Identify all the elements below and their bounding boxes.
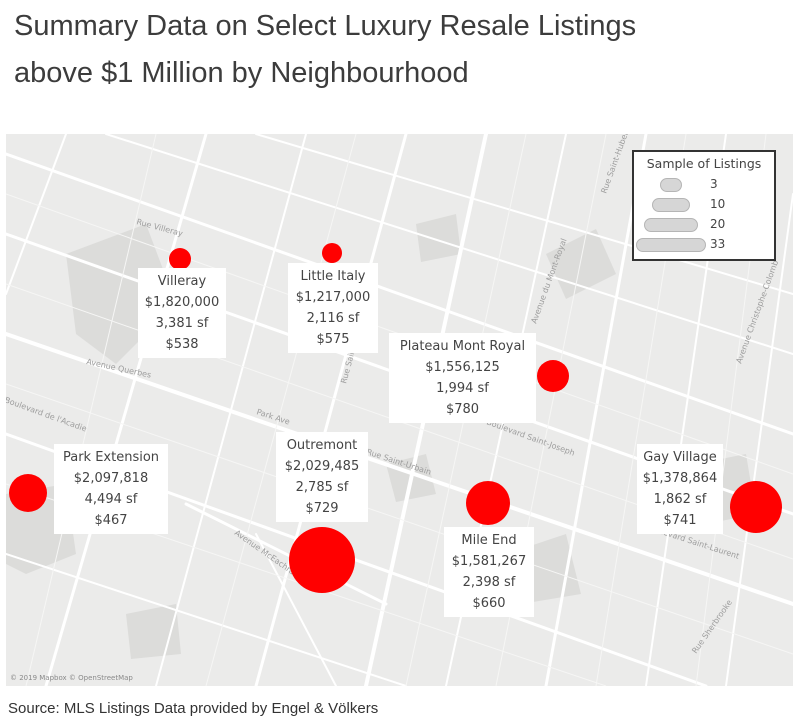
- marker-gay-village[interactable]: [730, 481, 782, 533]
- marker-plateau-mont-royal[interactable]: [537, 360, 569, 392]
- neighbourhood-name: Park Extension: [62, 450, 160, 465]
- neighbourhood-name: Plateau Mont Royal: [399, 339, 526, 354]
- median-area: 1,862 sf: [653, 492, 707, 507]
- label-gay-village[interactable]: Gay Village $1,378,864 1,862 sf $741: [637, 444, 723, 534]
- title-line-2: above $1 Million by Neighbourhood: [14, 57, 469, 89]
- legend-value: 20: [710, 217, 726, 231]
- legend: Sample of Listings 3 10 20 33: [632, 150, 776, 261]
- price-per-sf: $575: [316, 332, 350, 347]
- map[interactable]: Avenue Querbes Boulevard de l'Acadie Par…: [6, 134, 793, 686]
- median-price: $1,217,000: [295, 290, 371, 305]
- listing-markers: [9, 243, 782, 593]
- price-per-sf: $741: [663, 513, 697, 528]
- size-swatch: [652, 198, 690, 212]
- label-little-italy[interactable]: Little Italy $1,217,000 2,116 sf $575: [288, 263, 378, 353]
- marker-outremont[interactable]: [289, 527, 355, 593]
- legend-row: 10: [634, 196, 774, 214]
- legend-value: 33: [710, 237, 726, 251]
- street-label: Rue Sherbrooke: [690, 598, 734, 655]
- median-area: 1,994 sf: [436, 381, 489, 396]
- label-outremont[interactable]: Outremont $2,029,485 2,785 sf $729: [276, 432, 368, 522]
- median-price: $1,556,125: [425, 360, 500, 375]
- source-note: Source: MLS Listings Data provided by En…: [8, 700, 379, 717]
- legend-row: 33: [634, 236, 774, 254]
- median-price: $2,029,485: [284, 459, 360, 474]
- neighbourhood-name: Gay Village: [643, 450, 717, 465]
- neighbourhood-name: Little Italy: [300, 269, 366, 284]
- price-per-sf: $467: [94, 513, 128, 528]
- median-price: $1,581,267: [451, 554, 527, 569]
- neighbourhood-name: Mile End: [461, 533, 517, 548]
- street-label: Avenue Christophe-Colomb: [734, 259, 780, 365]
- marker-mile-end[interactable]: [466, 481, 510, 525]
- size-swatch: [660, 178, 682, 192]
- median-price: $1,820,000: [144, 295, 220, 310]
- median-area: 2,116 sf: [306, 311, 360, 326]
- label-plateau-mont-royal[interactable]: Plateau Mont Royal $1,556,125 1,994 sf $…: [389, 333, 536, 423]
- marker-park-extension[interactable]: [9, 474, 47, 512]
- legend-row: 3: [634, 176, 774, 194]
- legend-value: 3: [710, 177, 718, 191]
- median-area: 2,785 sf: [295, 480, 349, 495]
- legend-row: 20: [634, 216, 774, 234]
- size-swatch: [644, 218, 698, 232]
- price-per-sf: $538: [165, 337, 199, 352]
- legend-value: 10: [710, 197, 726, 211]
- marker-villeray[interactable]: [169, 248, 191, 270]
- median-price: $2,097,818: [73, 471, 149, 486]
- neighbourhood-name: Villeray: [157, 274, 207, 289]
- street-label: Boulevard de l'Acadie: [6, 395, 88, 433]
- median-area: 2,398 sf: [462, 575, 516, 590]
- street-label: Boulevard Saint-Joseph: [485, 417, 576, 457]
- map-attribution[interactable]: © 2019 Mapbox © OpenStreetMap: [10, 674, 133, 682]
- label-mile-end[interactable]: Mile End $1,581,267 2,398 sf $660: [444, 527, 534, 617]
- marker-little-italy[interactable]: [322, 243, 342, 263]
- size-swatch: [636, 238, 706, 252]
- chart-title: Summary Data on Select Luxury Resale Lis…: [14, 3, 794, 97]
- median-area: 4,494 sf: [84, 492, 138, 507]
- legend-title: Sample of Listings: [646, 156, 762, 171]
- label-park-extension[interactable]: Park Extension $2,097,818 4,494 sf $467: [54, 444, 168, 534]
- label-villeray[interactable]: Villeray $1,820,000 3,381 sf $538: [138, 268, 226, 358]
- title-line-1: Summary Data on Select Luxury Resale Lis…: [14, 10, 637, 42]
- neighbourhood-name: Outremont: [286, 438, 358, 453]
- price-per-sf: $729: [305, 501, 339, 516]
- price-per-sf: $660: [472, 596, 506, 611]
- median-price: $1,378,864: [642, 471, 718, 486]
- price-per-sf: $780: [445, 402, 480, 417]
- median-area: 3,381 sf: [155, 316, 209, 331]
